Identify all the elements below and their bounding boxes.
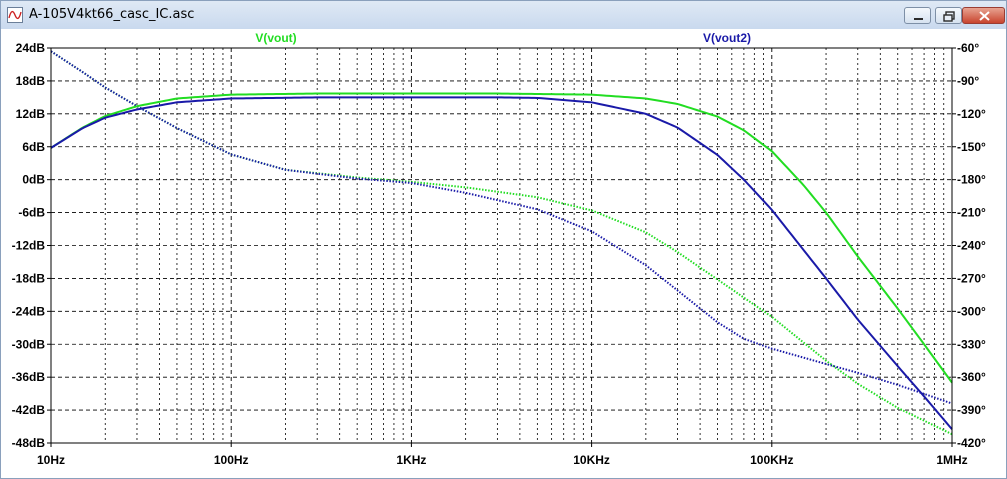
restore-icon [943, 11, 955, 22]
left-tick-label: 18dB [16, 74, 46, 88]
minimize-button[interactable] [904, 7, 931, 24]
left-tick-label: -30dB [12, 337, 46, 351]
legend-label-2: V(vout2) [703, 31, 751, 45]
window-title: A-105V4kt66_casc_IC.asc [29, 7, 195, 22]
left-tick-label: -18dB [12, 271, 46, 285]
right-tick-label: -360° [957, 370, 986, 384]
right-tick-label: -270° [957, 271, 986, 285]
magnitude-trace-1 [50, 92, 953, 384]
right-tick-label: -180° [957, 173, 986, 187]
left-tick-label: 12dB [16, 107, 46, 121]
trace-legend: V(vout) V(vout2) [255, 31, 751, 45]
left-tick-label: -48dB [12, 436, 46, 450]
left-tick-label: 6dB [22, 140, 45, 154]
trace-layer [50, 50, 953, 436]
minimize-icon [914, 18, 923, 20]
right-tick-label: -120° [957, 107, 986, 121]
bode-plot[interactable]: 24dB 18dB 12dB 6dB 0dB -6dB -12dB -18dB -24dB -30… [1, 29, 1006, 478]
right-tick-label: -150° [957, 140, 986, 154]
left-tick-label: -42dB [12, 403, 46, 417]
right-tick-label: -240° [957, 239, 986, 253]
right-tick-label: -390° [957, 403, 986, 417]
bottom-axis-ticks: 10Hz 100Hz 1KHz 10KHz 100KHz 1MHz [37, 443, 968, 467]
left-tick-label: 24dB [16, 41, 46, 55]
title-bar[interactable]: A-105V4kt66_casc_IC.asc [1, 1, 1006, 30]
left-tick-label: -24dB [12, 304, 46, 318]
left-tick-label: -6dB [18, 206, 45, 220]
close-icon [979, 11, 990, 21]
bottom-tick-label: 1MHz [936, 453, 967, 467]
close-button[interactable] [962, 7, 1005, 24]
left-tick-label: -36dB [12, 370, 46, 384]
restore-button[interactable] [935, 7, 962, 24]
bottom-tick-label: 10KHz [573, 453, 610, 467]
right-axis-ticks: -60° -90° -120° -150° -180° -210° -240° -270° -3… [952, 41, 986, 450]
waveform-app-icon [7, 7, 23, 23]
left-tick-label: -12dB [12, 239, 46, 253]
right-tick-label: -60° [957, 41, 979, 55]
right-tick-label: -90° [957, 74, 979, 88]
bottom-tick-label: 100KHz [750, 453, 793, 467]
phase-trace-2 [50, 50, 953, 405]
bottom-tick-label: 10Hz [37, 453, 65, 467]
right-tick-label: -330° [957, 337, 986, 351]
left-tick-label: 0dB [22, 173, 45, 187]
right-tick-label: -300° [957, 304, 986, 318]
bottom-tick-label: 1KHz [396, 453, 426, 467]
right-tick-label: -420° [957, 436, 986, 450]
right-tick-label: -210° [957, 206, 986, 220]
magnitude-trace-2 [50, 96, 953, 430]
left-axis-ticks: 24dB 18dB 12dB 6dB 0dB -6dB -12dB -18dB -24dB -30… [12, 41, 51, 450]
bottom-tick-label: 100Hz [214, 453, 249, 467]
legend-label-1: V(vout) [255, 31, 296, 45]
